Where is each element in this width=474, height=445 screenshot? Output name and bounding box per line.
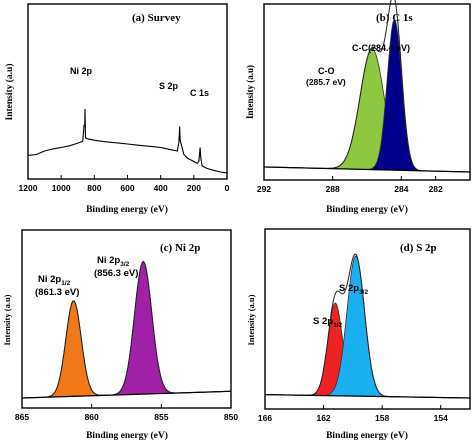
s2p-panel-label: (d) S 2p: [400, 242, 437, 254]
survey-annotation-ni2p: Ni 2p: [70, 66, 93, 76]
s2p-x-tick-label: 166: [258, 413, 272, 423]
survey-panel: (a) Survey Intensity (a.u) Binding energ…: [4, 3, 230, 215]
c1s-background-line: [264, 166, 470, 173]
s2p-annotation-p12: S 2p1/2: [313, 316, 342, 329]
survey-x-tick-label: 800: [87, 183, 101, 193]
survey-y-axis-label: Intensity (a.u): [4, 63, 15, 120]
s2p-x-tick-label: 162: [316, 413, 330, 423]
survey-x-tick-label: 1000: [52, 183, 71, 193]
ni2p-y-axis-label: Intensity (a.u): [2, 294, 12, 345]
survey-annotation-s2p: S 2p: [159, 81, 179, 91]
survey-x-tick-label: 0: [225, 183, 230, 193]
s2p-peak-s-2p3-2: [265, 255, 470, 399]
s2p-x-tick-label: 158: [375, 413, 389, 423]
ni2p-x-tick-label: 865: [15, 412, 29, 422]
survey-spectrum-line: [27, 108, 228, 174]
s2p-x-axis-label: Binding energy (eV): [326, 430, 408, 441]
survey-x-axis-label: Binding energy (eV): [86, 204, 168, 215]
ni2p-annotation-p32-energy: (856.3 eV): [94, 268, 138, 279]
ni2p-panel: (c) Ni 2p Intensity (a.u) Binding energy…: [2, 229, 238, 441]
ni2p-x-tick-label: 850: [224, 412, 238, 422]
s2p-plot-frame: [264, 228, 471, 410]
s2p-y-axis-label: Intensity (a.u): [246, 294, 256, 345]
ni2p-x-tick-label: 855: [154, 412, 168, 422]
survey-x-tick-label: 1200: [19, 183, 38, 193]
c1s-peak-c-o: [264, 48, 470, 173]
survey-x-tick-label: 400: [154, 183, 168, 193]
ni2p-background-line: [22, 390, 231, 399]
c1s-annotation-co: C-O: [318, 66, 335, 76]
c1s-plot-frame: [263, 3, 471, 181]
s2p-annotation-p32: S 2p3/2: [339, 283, 368, 296]
ni2p-annotation-p12-energy: (861.3 eV): [35, 287, 79, 298]
s2p-panel: (d) S 2p Intensity (a.u) Binding energy …: [246, 228, 471, 441]
survey-x-tick-label: 600: [120, 183, 134, 193]
survey-panel-label: (a) Survey: [132, 12, 181, 24]
ni2p-annotation-p12: Ni 2p1/2: [38, 274, 71, 287]
c1s-x-axis-label: Binding energy (eV): [326, 204, 408, 215]
c1s-panel: (b) C 1s Intensity (a.u) Binding energy …: [245, 0, 471, 215]
ni2p-panel-label: (c) Ni 2p: [160, 242, 200, 254]
c1s-annotation-cc: C-C(284.4 eV): [352, 43, 410, 53]
ni2p-x-axis-label: Binding energy (eV): [86, 430, 168, 441]
c1s-panel-label: (b) C 1s: [376, 12, 413, 24]
c1s-x-tick-label: 288: [326, 184, 340, 194]
ni2p-x-tick-label: 860: [85, 412, 99, 422]
c1s-x-tick-label: 282: [429, 184, 443, 194]
survey-annotation-c1s: C 1s: [190, 88, 209, 98]
s2p-background-line: [265, 394, 470, 399]
ni2p-annotation-p32: Ni 2p3/2: [97, 255, 130, 268]
c1s-x-tick-label: 292: [257, 184, 271, 194]
survey-x-tick-label: 200: [187, 183, 201, 193]
c1s-annotation-co-energy: (285.7 eV): [306, 77, 346, 87]
c1s-y-axis-label: Intensity (a.u): [245, 65, 255, 119]
s2p-x-tick-label: 154: [434, 413, 448, 423]
ni2p-plot-frame: [21, 229, 232, 409]
c1s-x-tick-label: 284: [394, 184, 408, 194]
